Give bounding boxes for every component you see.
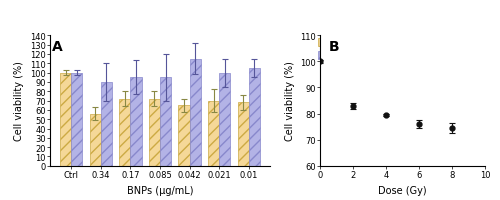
Text: B: B [328,40,339,54]
Bar [119,99,130,166]
Bar [238,103,249,166]
Y-axis label: Cell viability (%): Cell viability (%) [14,61,24,141]
Y-axis label: Cell viability (%): Cell viability (%) [284,61,294,141]
Text: A: A [52,40,63,54]
Bar [130,78,141,166]
Bar [249,68,260,166]
Bar [190,59,201,166]
Bar [90,114,101,166]
Bar [60,73,71,166]
Bar [71,73,83,166]
Bar [219,73,230,166]
Bar [208,101,219,166]
Legend: BNPs + 4Gy, BNPs: BNPs + 4Gy, BNPs [318,38,402,61]
Bar [160,78,171,166]
Bar [178,106,190,166]
Bar [149,99,160,166]
Bar [101,82,112,166]
X-axis label: Dose (Gy): Dose (Gy) [378,185,427,195]
X-axis label: BNPs (μg/mL): BNPs (μg/mL) [127,185,193,195]
